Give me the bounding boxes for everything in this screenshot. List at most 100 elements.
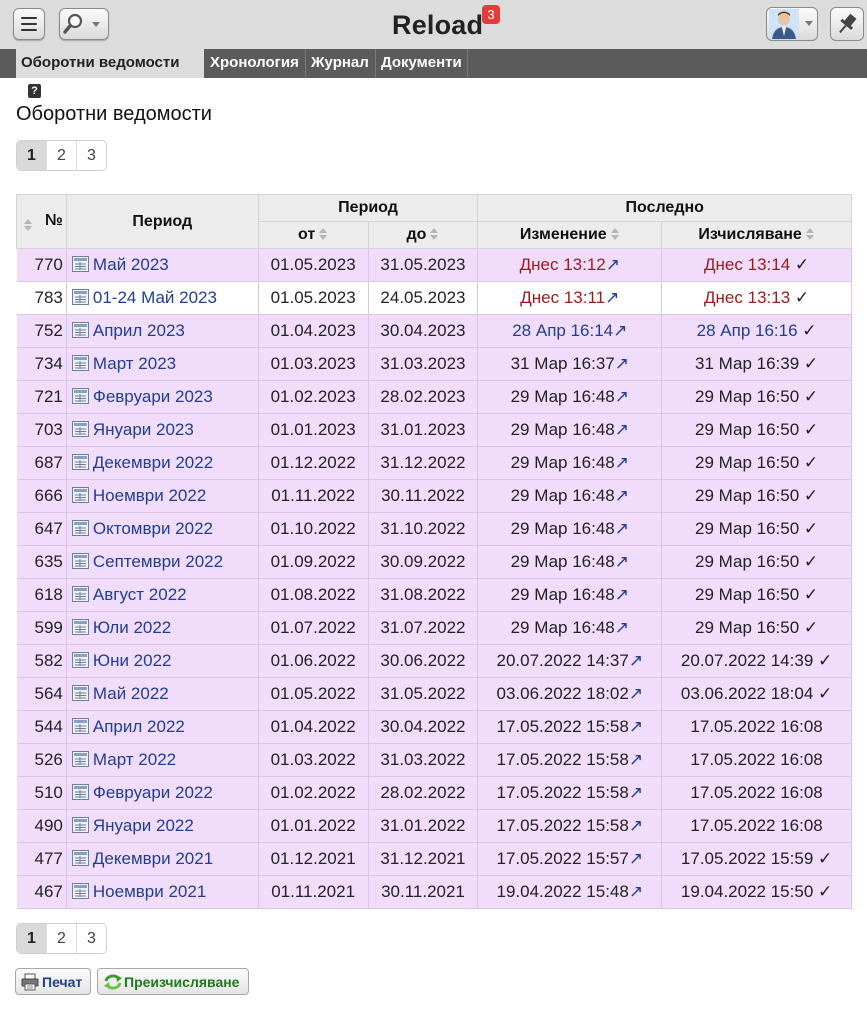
period-link[interactable]: Януари 2023 xyxy=(92,420,194,439)
table-row[interactable]: 467 Ноември 2021 01.11.2021 30.11.2021 19.04… xyxy=(16,875,852,909)
open-change-icon[interactable]: ↗ xyxy=(614,486,629,505)
calculated-time[interactable]: 29 Мар 16:50 xyxy=(695,486,800,505)
period-link[interactable]: Февруари 2023 xyxy=(92,387,213,406)
open-change-icon[interactable]: ↗ xyxy=(628,849,644,868)
period-link[interactable]: Декември 2022 xyxy=(92,453,214,472)
period-link[interactable]: Октомври 2022 xyxy=(92,519,214,538)
period-link[interactable]: Ноември 2021 xyxy=(92,882,207,901)
column-header-changed[interactable]: Изменение xyxy=(477,221,663,249)
table-row[interactable]: 544 Април 2022 01.04.2022 30.04.2022 17.05.2… xyxy=(16,710,852,744)
table-row[interactable]: 783 01-24 Май 2023 01.05.2023 24.05.2023 Дне… xyxy=(16,281,852,315)
column-header-calculated[interactable]: Изчисляване xyxy=(661,221,852,249)
table-row[interactable]: 666 Ноември 2022 01.11.2022 30.11.2022 29 Ма… xyxy=(16,479,852,513)
calculated-time[interactable]: 17.05.2022 15:59 xyxy=(680,849,814,868)
table-row[interactable]: 770 Май 2023 01.05.2023 31.05.2023 Днес 13:1… xyxy=(16,248,852,282)
tab-turnover-sheets[interactable]: Оборотни ведомости? xyxy=(16,49,204,98)
tab-documents[interactable]: Документи xyxy=(376,49,468,78)
table-row[interactable]: 647 Октомври 2022 01.10.2022 31.10.2022 29 М… xyxy=(16,512,852,546)
page-link[interactable]: 3 xyxy=(77,924,106,953)
period-link[interactable]: Април 2023 xyxy=(92,321,185,340)
column-header-to[interactable]: до xyxy=(367,221,479,249)
open-change-icon[interactable]: ↗ xyxy=(614,387,629,406)
period-link[interactable]: Март 2022 xyxy=(92,750,177,769)
search-button[interactable] xyxy=(59,8,109,40)
sheet-icon[interactable] xyxy=(71,454,89,470)
column-header-period[interactable]: Период xyxy=(65,194,259,249)
sheet-icon[interactable] xyxy=(71,421,89,437)
open-change-icon[interactable]: ↗ xyxy=(628,750,644,769)
table-row[interactable]: 721 Февруари 2023 01.02.2023 28.02.2023 29 М… xyxy=(16,380,852,414)
calculated-time[interactable]: 31 Мар 16:39 xyxy=(695,354,800,373)
table-row[interactable]: 526 Март 2022 01.03.2022 31.03.2022 17.05.20… xyxy=(16,743,852,777)
period-link[interactable]: Март 2023 xyxy=(92,354,177,373)
sheet-icon[interactable] xyxy=(71,289,89,305)
calculated-time[interactable]: 20.07.2022 14:39 xyxy=(680,651,814,670)
calculated-time[interactable]: 17.05.2022 16:08 xyxy=(690,816,823,835)
sheet-icon[interactable] xyxy=(71,718,89,734)
sheet-icon[interactable] xyxy=(71,256,89,272)
tab-journal[interactable]: Журнал xyxy=(306,49,376,78)
sheet-icon[interactable] xyxy=(71,751,89,767)
calculated-time[interactable]: 29 Мар 16:50 xyxy=(695,420,800,439)
open-change-icon[interactable]: ↗ xyxy=(614,552,629,571)
sheet-icon[interactable] xyxy=(71,619,89,635)
period-link[interactable]: Юни 2022 xyxy=(92,651,172,670)
open-change-icon[interactable]: ↗ xyxy=(628,684,644,703)
period-link[interactable]: Юли 2022 xyxy=(92,618,172,637)
table-row[interactable]: 734 Март 2023 01.03.2023 31.03.2023 31 Мар 1… xyxy=(16,347,852,381)
sheet-icon[interactable] xyxy=(71,553,89,569)
tab-chronology[interactable]: Хронология xyxy=(205,49,306,78)
page-link[interactable]: 1 xyxy=(17,924,47,953)
calculated-time[interactable]: 17.05.2022 16:08 xyxy=(690,750,823,769)
open-change-icon[interactable]: ↗ xyxy=(613,321,628,340)
open-change-icon[interactable]: ↗ xyxy=(628,717,644,736)
sheet-icon[interactable] xyxy=(71,883,89,899)
sheet-icon[interactable] xyxy=(71,784,89,800)
sheet-icon[interactable] xyxy=(71,388,89,404)
page-link[interactable]: 3 xyxy=(77,141,106,170)
recalculate-button[interactable]: Преизчисляване xyxy=(97,968,249,995)
sheet-icon[interactable] xyxy=(71,520,89,536)
page-link[interactable]: 1 xyxy=(17,141,47,170)
calculated-time[interactable]: 03.06.2022 18:04 xyxy=(680,684,814,703)
calculated-time[interactable]: 17.05.2022 16:08 xyxy=(690,717,823,736)
calculated-time[interactable]: Днес 13:14 xyxy=(704,255,791,274)
notification-badge[interactable]: 3 xyxy=(482,5,500,24)
period-link[interactable]: Декември 2021 xyxy=(92,849,214,868)
period-link[interactable]: Август 2022 xyxy=(92,585,187,604)
menu-button[interactable] xyxy=(13,8,45,40)
sheet-icon[interactable] xyxy=(71,586,89,602)
calculated-time[interactable]: 19.04.2022 15:50 xyxy=(680,882,814,901)
period-link[interactable]: Май 2023 xyxy=(92,255,169,274)
table-row[interactable]: 582 Юни 2022 01.06.2022 30.06.2022 20.07.202… xyxy=(16,644,852,678)
help-icon[interactable]: ? xyxy=(28,84,41,98)
open-change-icon[interactable]: ↗ xyxy=(628,882,644,901)
open-change-icon[interactable]: ↗ xyxy=(628,816,644,835)
calculated-time[interactable]: 29 Мар 16:50 xyxy=(695,453,800,472)
column-header-from[interactable]: от xyxy=(257,221,369,249)
table-row[interactable]: 490 Януари 2022 01.01.2022 31.01.2022 17.05.… xyxy=(16,809,852,843)
sheet-icon[interactable] xyxy=(71,355,89,371)
pin-button[interactable] xyxy=(830,7,864,41)
calculated-time[interactable]: 29 Мар 16:50 xyxy=(695,585,800,604)
period-link[interactable]: Февруари 2022 xyxy=(92,783,213,802)
calculated-time[interactable]: 28 Апр 16:16 xyxy=(696,321,798,340)
table-row[interactable]: 477 Декември 2021 01.12.2021 31.12.2021 17.0… xyxy=(16,842,852,876)
sheet-icon[interactable] xyxy=(71,685,89,701)
open-change-icon[interactable]: ↗ xyxy=(614,420,629,439)
open-change-icon[interactable]: ↗ xyxy=(614,618,629,637)
table-row[interactable]: 687 Декември 2022 01.12.2022 31.12.2022 29 М… xyxy=(16,446,852,480)
sheet-icon[interactable] xyxy=(71,487,89,503)
calculated-time[interactable]: 29 Мар 16:50 xyxy=(695,387,800,406)
period-link[interactable]: Септември 2022 xyxy=(92,552,224,571)
table-row[interactable]: 618 Август 2022 01.08.2022 31.08.2022 29 Мар… xyxy=(16,578,852,612)
calculated-time[interactable]: 29 Мар 16:50 xyxy=(695,618,800,637)
calculated-time[interactable]: 29 Мар 16:50 xyxy=(695,552,800,571)
table-row[interactable]: 599 Юли 2022 01.07.2022 31.07.2022 29 Мар 16… xyxy=(16,611,852,645)
period-link[interactable]: Януари 2022 xyxy=(92,816,194,835)
page-link[interactable]: 2 xyxy=(47,141,77,170)
period-link[interactable]: Май 2022 xyxy=(92,684,169,703)
period-link[interactable]: 01-24 Май 2023 xyxy=(92,288,217,307)
open-change-icon[interactable]: ↗ xyxy=(614,585,629,604)
period-link[interactable]: Април 2022 xyxy=(92,717,185,736)
